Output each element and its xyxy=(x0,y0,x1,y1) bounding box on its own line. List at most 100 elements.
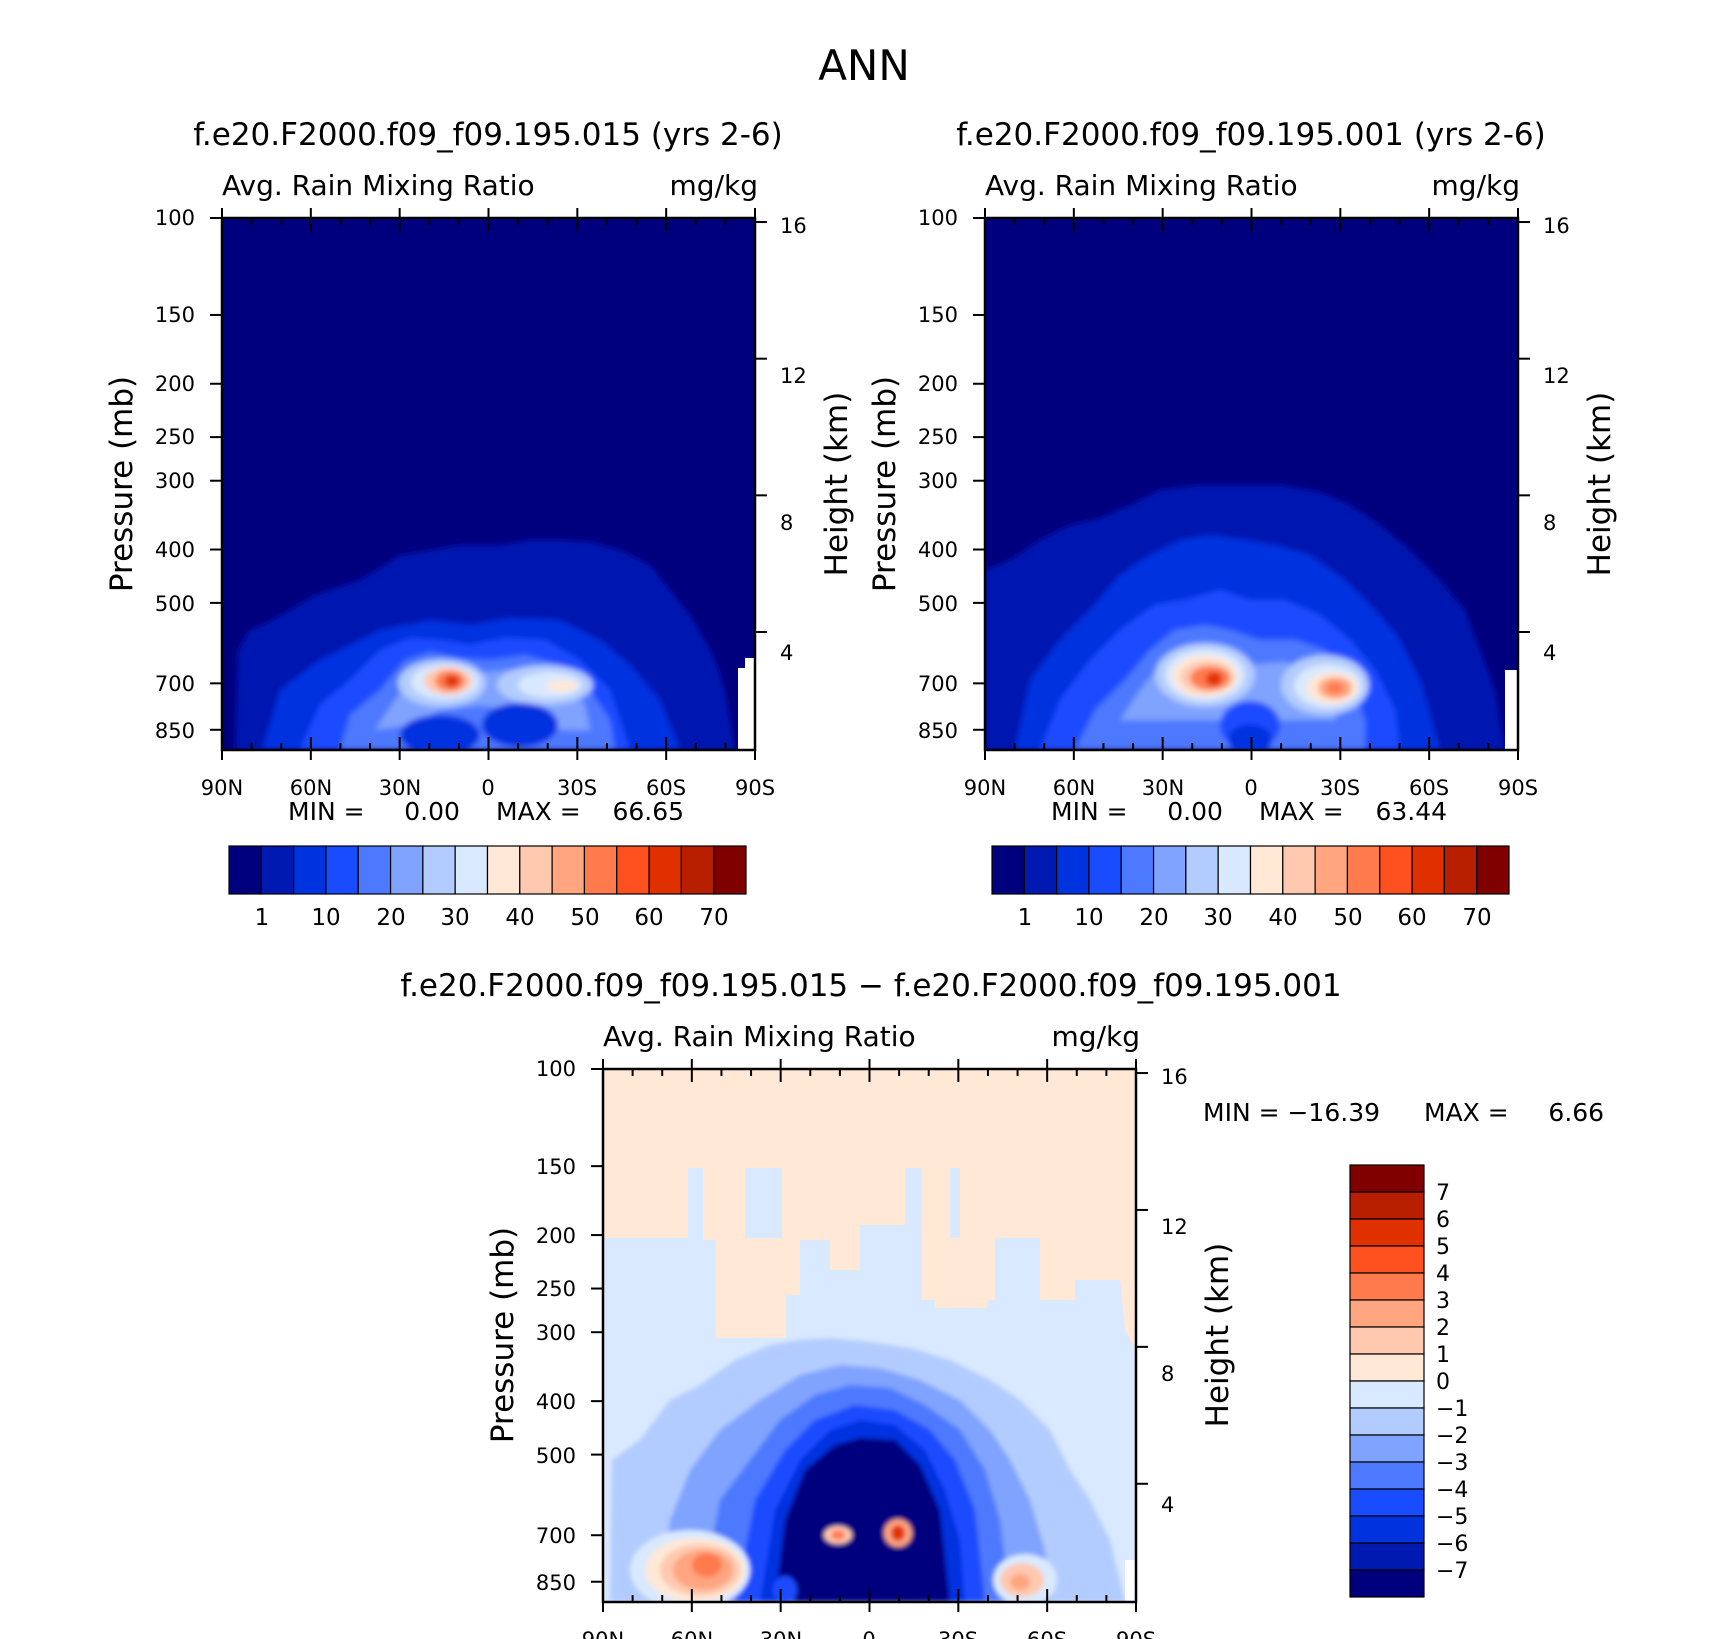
y-ticks xyxy=(591,1068,1148,1583)
contour-band xyxy=(773,1576,797,1602)
colorbar-label: −2 xyxy=(1436,1424,1468,1449)
colorbar-swatch xyxy=(1056,845,1090,895)
contour-band xyxy=(891,1525,905,1541)
colorbar-label: 30 xyxy=(1203,905,1232,931)
units-label: mg/kg xyxy=(1432,169,1520,202)
min-value-text: MIN = 0.00 xyxy=(1051,797,1223,826)
colorbar-swatch xyxy=(293,845,327,895)
colorbar-swatch xyxy=(519,845,553,895)
contour-band xyxy=(1206,672,1222,686)
min-value-text: MIN = 0.00 xyxy=(288,797,460,826)
colorbar-label: −1 xyxy=(1436,1397,1468,1422)
panel-top-left: f.e20.F2000.f09_f09.195.015 (yrs 2-6) Av… xyxy=(104,117,855,931)
missing-data xyxy=(1505,670,1518,750)
y2-tick-label: 12 xyxy=(1161,1215,1188,1239)
contour-band xyxy=(831,1530,845,1540)
y-tick-label: 250 xyxy=(155,425,195,449)
x-tick-label: 90N xyxy=(201,776,243,800)
x-tick-label: 90S xyxy=(735,776,775,800)
x-tick-label: 30S xyxy=(557,776,597,800)
colorbar-swatch xyxy=(1349,1488,1425,1517)
colorbar-swatch xyxy=(1349,1191,1425,1220)
x-tick-label: 90N xyxy=(964,776,1006,800)
x-tick-label: 60N xyxy=(671,1628,713,1639)
y-tick-label: 200 xyxy=(918,372,958,396)
case-title: f.e20.F2000.f09_f09.195.015 − f.e20.F200… xyxy=(400,968,1341,1004)
contour-band xyxy=(1326,682,1344,694)
contour-band xyxy=(1010,1574,1030,1590)
colorbar-label: 5 xyxy=(1436,1235,1450,1260)
colorbar-swatch xyxy=(228,845,262,895)
x-tick-label: 30N xyxy=(760,1628,802,1639)
colorbar-swatch xyxy=(713,845,747,895)
min-value-text: MIN = −16.39 xyxy=(1203,1098,1380,1127)
figure-title: ANN xyxy=(818,41,910,90)
colorbar-swatch xyxy=(1349,1461,1425,1490)
y2-tick-label: 8 xyxy=(1543,511,1556,535)
colorbar-label: 20 xyxy=(1139,905,1168,931)
colorbar-swatch xyxy=(1349,1353,1425,1382)
y-tick-label: 500 xyxy=(155,592,195,616)
y-ticks xyxy=(210,217,767,731)
colorbar-label: −7 xyxy=(1436,1559,1468,1584)
colorbar xyxy=(1349,1164,1425,1598)
x-tick-label: 0 xyxy=(481,776,494,800)
colorbar-label: 10 xyxy=(1074,905,1103,931)
y-tick-label: 700 xyxy=(155,672,195,696)
max-value-text: MAX = 66.65 xyxy=(496,797,684,826)
colorbar-swatch xyxy=(1349,1245,1425,1274)
y-tick-label: 300 xyxy=(155,469,195,493)
colorbar-label: 1 xyxy=(1436,1343,1450,1368)
colorbar-swatch xyxy=(1349,1569,1425,1598)
colorbar-swatch xyxy=(583,845,618,895)
missing-data xyxy=(745,658,755,678)
contour-band xyxy=(775,1438,950,1602)
colorbar-swatch xyxy=(1120,845,1155,895)
colorbar-swatch xyxy=(1349,1218,1425,1247)
variable-label: Avg. Rain Mixing Ratio xyxy=(985,169,1298,202)
colorbar-swatch xyxy=(1088,845,1122,895)
y-tick-label: 200 xyxy=(536,1224,576,1248)
case-title: f.e20.F2000.f09_f09.195.015 (yrs 2-6) xyxy=(193,117,783,153)
colorbar-swatch xyxy=(616,845,650,895)
plot-area xyxy=(985,218,1518,750)
y-tick-label: 200 xyxy=(155,372,195,396)
contour-band xyxy=(692,1553,722,1577)
colorbar-label: −6 xyxy=(1436,1532,1468,1557)
colorbar-swatch xyxy=(1346,845,1381,895)
x-tick-label: 90N xyxy=(582,1628,624,1639)
x-tick-label: 90S xyxy=(1498,776,1538,800)
colorbar-label: 7 xyxy=(1436,1181,1450,1206)
colorbar-swatch xyxy=(1023,845,1058,895)
colorbar-label: −3 xyxy=(1436,1451,1468,1476)
colorbar-swatch xyxy=(1152,845,1187,895)
colorbar-label: 3 xyxy=(1436,1289,1450,1314)
y2-tick-label: 4 xyxy=(1161,1493,1174,1517)
missing-data xyxy=(1125,1560,1136,1602)
colorbar-swatch xyxy=(422,845,456,895)
colorbar-swatch xyxy=(1349,1326,1425,1355)
y-tick-label: 300 xyxy=(918,469,958,493)
y-tick-label: 100 xyxy=(536,1057,576,1081)
colorbar-swatch xyxy=(1217,845,1252,895)
x-tick-label: 60S xyxy=(1027,1628,1067,1639)
x-ticks xyxy=(221,208,756,760)
colorbar-label: 50 xyxy=(1333,905,1362,931)
y-axis-label: Pressure (mb) xyxy=(104,376,140,592)
colorbar-swatch xyxy=(1411,845,1445,895)
y2-tick-label: 12 xyxy=(1543,364,1570,388)
y-tick-label: 400 xyxy=(155,538,195,562)
y-tick-label: 250 xyxy=(536,1277,576,1301)
colorbar-swatch xyxy=(389,845,424,895)
y-tick-label: 300 xyxy=(536,1321,576,1345)
x-tick-label: 60N xyxy=(1053,776,1095,800)
colorbar-swatch xyxy=(1314,845,1349,895)
x-tick-label: 30S xyxy=(938,1628,978,1639)
plot-area xyxy=(222,218,755,750)
colorbar-label: 1 xyxy=(1018,905,1033,931)
panel-bottom-difference: f.e20.F2000.f09_f09.195.015 − f.e20.F200… xyxy=(400,968,1604,1639)
y2-tick-label: 12 xyxy=(780,364,807,388)
colorbar-swatch xyxy=(357,845,392,895)
y2-tick-label: 16 xyxy=(780,214,807,238)
